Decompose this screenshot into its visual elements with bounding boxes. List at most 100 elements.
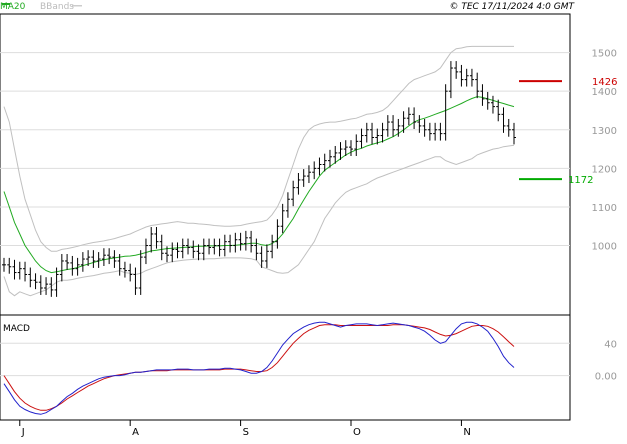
- price-bar: [107, 248, 112, 265]
- macd-gridlines: [0, 342, 570, 377]
- price-bar: [112, 250, 117, 268]
- macd-label: MACD: [3, 324, 30, 334]
- price-bar: [396, 118, 401, 137]
- bollinger-upper-band: [3, 45, 514, 252]
- time-tick-label: A: [132, 427, 139, 438]
- ma20-legend-swatch: [2, 3, 10, 5]
- price-bar: [228, 234, 233, 253]
- price-bar: [480, 84, 485, 106]
- price-bar: [233, 232, 238, 253]
- price-bar: [264, 244, 269, 268]
- price-bar: [170, 242, 175, 263]
- price-tick-label: 1400: [592, 87, 617, 98]
- price-bar: [443, 84, 448, 141]
- price-bar: [475, 72, 480, 99]
- price-bar: [433, 122, 438, 141]
- price-bar: [490, 95, 495, 114]
- price-bar: [406, 107, 411, 126]
- price-bar: [91, 250, 96, 268]
- price-bar: [217, 238, 222, 257]
- price-bar: [464, 68, 469, 87]
- price-bar: [254, 238, 259, 261]
- price-bars: [2, 61, 516, 297]
- price-bar: [23, 261, 28, 282]
- ma20-legend: MA20: [0, 2, 26, 12]
- price-panel: 1500 1400 1300 1200 1100 1000 1426 1172: [0, 13, 617, 316]
- price-bar: [469, 68, 474, 87]
- price-levels: 1426 1172: [519, 77, 617, 186]
- price-bar: [59, 254, 64, 282]
- price-bar: [86, 250, 91, 266]
- price-bar: [2, 257, 6, 272]
- price-bar: [65, 254, 70, 270]
- price-bar: [54, 267, 59, 297]
- bbands-legend-swatch: [72, 5, 82, 7]
- price-bar: [7, 257, 12, 274]
- price-bar: [512, 122, 516, 145]
- price-bar: [122, 261, 127, 278]
- price-bar: [212, 238, 217, 255]
- price-bar: [259, 246, 264, 268]
- price-bar: [207, 238, 212, 255]
- ma20-line: [3, 96, 515, 274]
- price-bar: [385, 115, 390, 137]
- price-bar: [196, 244, 201, 261]
- price-bar: [70, 255, 75, 276]
- bbands-legend: BBands: [40, 2, 74, 12]
- price-bar: [28, 267, 33, 288]
- price-bar: [285, 192, 290, 218]
- price-bar: [275, 219, 280, 249]
- price-bar: [154, 227, 159, 249]
- price-bar: [80, 252, 85, 272]
- macd-panel-frame: [0, 314, 571, 421]
- price-bar: [149, 227, 154, 253]
- time-tick-label: S: [243, 427, 249, 438]
- price-bar: [333, 145, 338, 164]
- copyright-notice: © TEC 17/11/2024 4:0 GMT: [449, 2, 575, 12]
- price-bar: [164, 246, 169, 263]
- price-bar: [496, 99, 501, 122]
- macd-panel: 400.00 MACD: [0, 314, 617, 421]
- price-bar: [75, 257, 80, 276]
- price-bar: [33, 273, 38, 290]
- price-panel-frame: [0, 13, 571, 316]
- support-label: 1172: [568, 175, 593, 186]
- price-bar: [375, 128, 380, 145]
- price-bar: [349, 140, 354, 157]
- price-bar: [359, 128, 364, 149]
- price-bar: [306, 165, 311, 184]
- time-tick-label: N: [463, 427, 470, 438]
- price-bar: [280, 203, 285, 234]
- macd-signal-line: [3, 324, 515, 411]
- price-bar: [301, 169, 306, 187]
- price-bar: [327, 149, 332, 168]
- price-bar: [128, 263, 133, 282]
- price-bar: [243, 230, 248, 251]
- price-bar: [296, 172, 301, 195]
- price-bar: [485, 91, 490, 110]
- price-bar: [343, 140, 348, 157]
- price-bar: [338, 142, 343, 160]
- price-bar: [422, 118, 427, 137]
- price-bar: [380, 122, 385, 143]
- price-bar: [238, 232, 243, 251]
- price-bar: [133, 267, 138, 295]
- price-bar: [459, 64, 464, 87]
- macd-line: [3, 321, 515, 415]
- price-bar: [201, 238, 206, 261]
- time-tick-label: J: [21, 427, 25, 438]
- price-bar: [117, 254, 122, 276]
- price-bar: [180, 238, 185, 259]
- price-bar: [101, 248, 106, 266]
- price-bar: [291, 180, 296, 207]
- price-bar: [322, 153, 327, 172]
- bollinger-lower-band: [3, 144, 515, 297]
- time-tick-label: O: [353, 427, 361, 438]
- ma20-line-group: [3, 96, 515, 274]
- price-bar: [96, 252, 101, 268]
- price-tick-label: 1200: [592, 164, 617, 175]
- price-bar: [417, 115, 422, 133]
- price-bar: [370, 122, 375, 145]
